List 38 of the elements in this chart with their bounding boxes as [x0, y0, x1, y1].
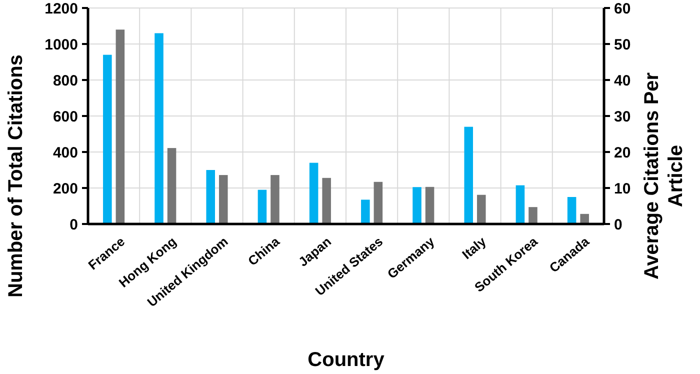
y-tick-label: 200	[52, 180, 78, 198]
y-tick-label: 600	[52, 108, 78, 126]
bar	[154, 33, 164, 224]
y-axis-title: Number of Total Citations	[5, 54, 27, 298]
bar	[412, 187, 422, 224]
bar	[374, 182, 383, 224]
y2-axis-title: Average Citations Per Article	[641, 72, 687, 280]
bar	[309, 162, 318, 224]
bar	[219, 175, 228, 224]
y2-tick-label: 20	[614, 144, 631, 162]
y2-tick-label: 10	[614, 180, 631, 198]
x-tick-label: Italy	[459, 233, 490, 262]
y2-tick-label: 50	[614, 36, 631, 54]
x-axis-title: Country	[308, 349, 386, 371]
bar	[516, 185, 525, 224]
bar	[580, 214, 589, 224]
bar	[477, 194, 486, 224]
bar	[361, 200, 370, 224]
bar	[567, 197, 576, 224]
y-tick-label: 800	[52, 72, 78, 90]
bar	[258, 190, 267, 224]
bar	[116, 30, 125, 224]
y2-tick-label: 0	[614, 216, 622, 234]
bar	[167, 148, 176, 224]
bar	[464, 126, 473, 224]
bar	[103, 54, 112, 224]
y-tick-label: 400	[52, 144, 78, 162]
bar	[425, 186, 434, 224]
y2-tick-label: 60	[614, 0, 631, 18]
bar	[206, 170, 215, 224]
y-tick-label: 0	[70, 216, 78, 234]
y2-tick-label: 40	[614, 72, 631, 90]
bar	[270, 175, 280, 224]
y-tick-label: 1200	[44, 0, 78, 18]
y-tick-label: 1000	[44, 36, 78, 54]
bar	[322, 178, 331, 224]
y2-tick-label: 30	[614, 108, 631, 126]
bar	[528, 207, 538, 224]
